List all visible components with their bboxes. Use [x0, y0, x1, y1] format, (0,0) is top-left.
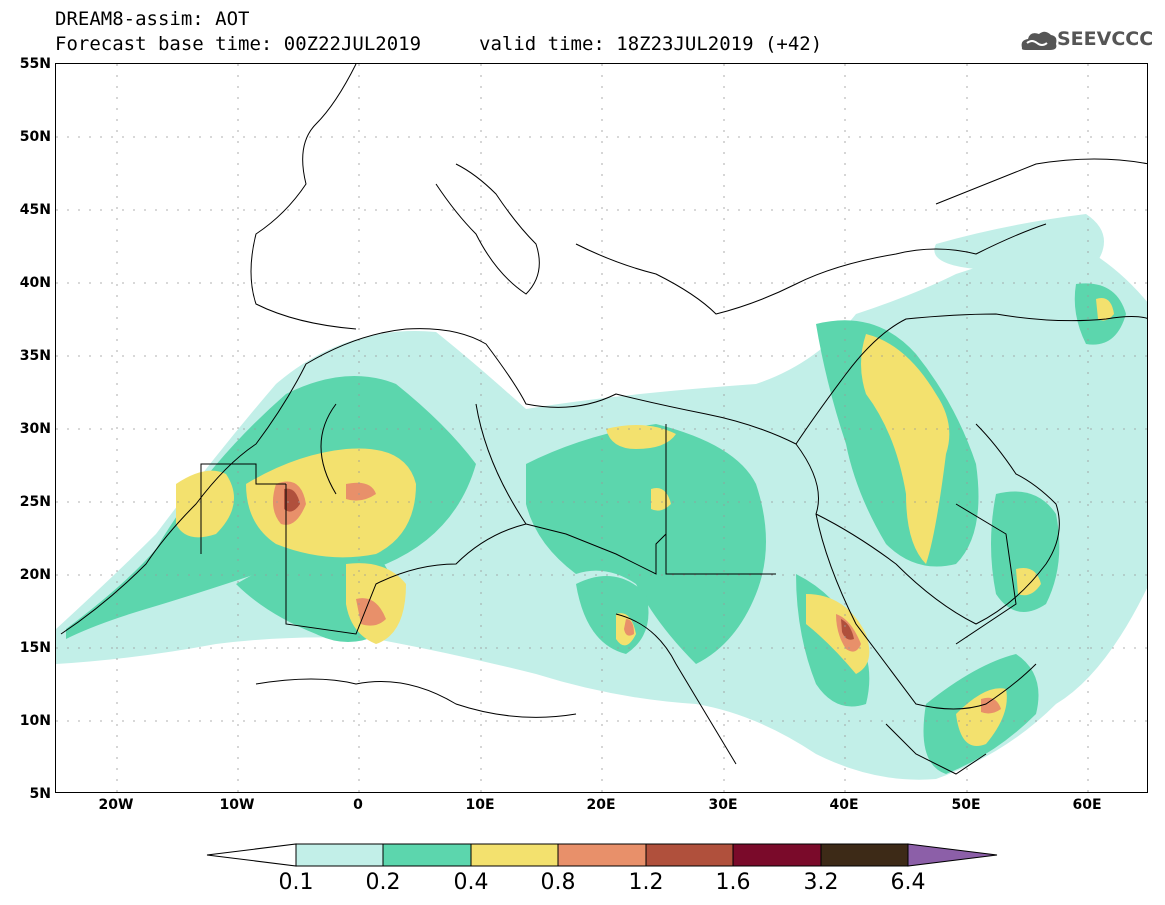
colorbar-high-arrow: [907, 843, 998, 867]
colorbar-label: 1.6: [715, 870, 751, 895]
forecast-base-time: Forecast base time: 00Z22JUL2019: [55, 33, 422, 55]
lon-label: 20W: [98, 797, 134, 813]
colorbar-bin: [820, 843, 909, 867]
lat-label: 45N: [19, 202, 51, 218]
lat-label: 10N: [19, 713, 51, 729]
colorbar-bin: [645, 843, 734, 867]
dust-field-1.2: [284, 488, 854, 640]
colorbar-label: 1.2: [628, 870, 664, 895]
lat-label: 40N: [19, 275, 51, 291]
colorbar-bin: [470, 843, 559, 867]
colorbar-bin: [295, 843, 384, 867]
seevccc-cloud-logo-icon: [1021, 31, 1057, 50]
colorbar-label: 0.1: [278, 870, 314, 895]
gridlines: [56, 64, 1147, 792]
lat-label: 30N: [19, 421, 51, 437]
lat-label: 25N: [19, 494, 51, 510]
coastlines-and-borders: [60, 64, 1147, 775]
colorbar-bin: [557, 843, 647, 867]
lon-label: 10W: [219, 797, 255, 813]
colorbar-label: 3.2: [803, 870, 839, 895]
aot-map: [55, 63, 1148, 793]
lon-label: 20E: [586, 797, 616, 813]
lon-label: 50E: [951, 797, 981, 813]
colorbar-label: 0.8: [540, 870, 576, 895]
lat-label: 15N: [19, 640, 51, 656]
lat-label: 50N: [19, 129, 51, 145]
lat-label: 5N: [29, 786, 51, 802]
lon-label: 40E: [829, 797, 859, 813]
lon-label: 10E: [465, 797, 495, 813]
colorbar-low-arrow: [206, 843, 297, 867]
lon-label: 30E: [708, 797, 738, 813]
colorbar-label: 0.4: [453, 870, 489, 895]
lat-label: 20N: [19, 567, 51, 583]
lat-label: 35N: [19, 348, 51, 364]
colorbar-label: 0.2: [365, 870, 401, 895]
map-title: DREAM8-assim: AOT: [55, 8, 250, 30]
colorbar-bin: [382, 843, 472, 867]
aot-colorbar: [206, 843, 998, 867]
lon-label: 60E: [1072, 797, 1102, 813]
colorbar-bin: [732, 843, 822, 867]
valid-time: valid time: 18Z23JUL2019 (+42): [479, 33, 823, 55]
colorbar-label: 6.4: [890, 870, 926, 895]
lon-label: 0: [353, 797, 363, 813]
lat-label: 55N: [19, 56, 51, 72]
logo-text: SEEVCCC: [1057, 28, 1154, 50]
